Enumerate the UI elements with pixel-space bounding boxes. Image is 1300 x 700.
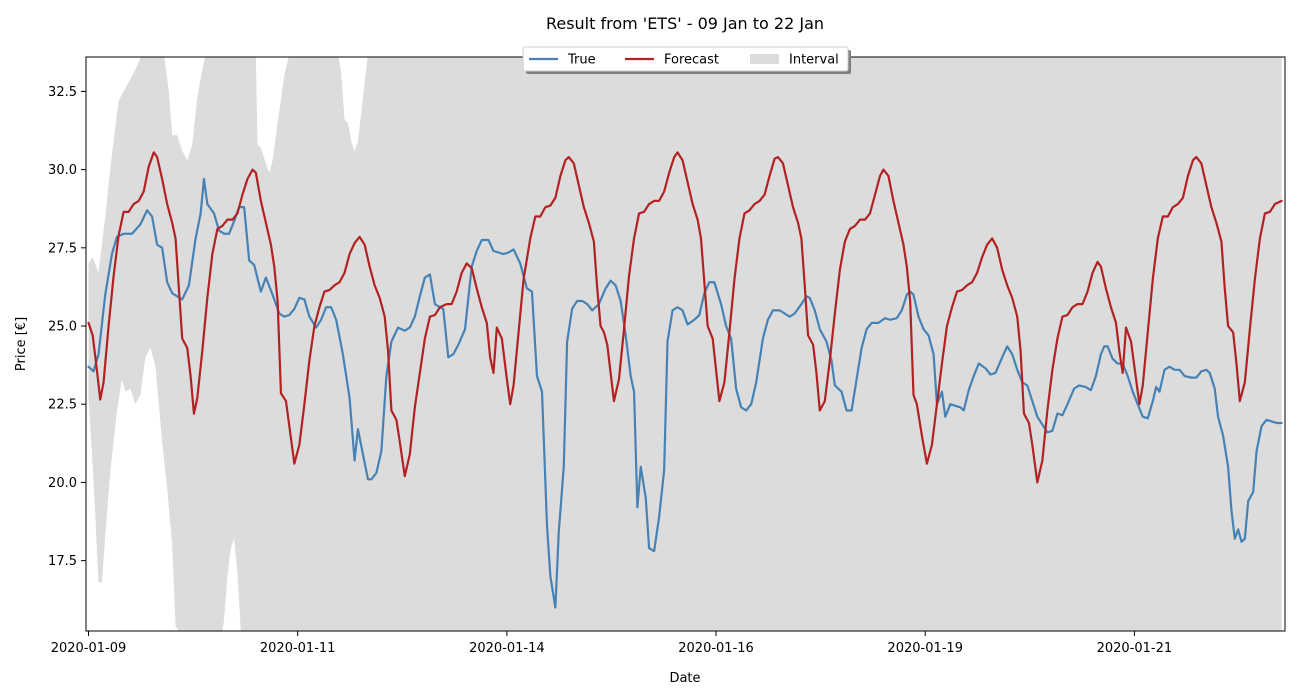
legend-label-true: True (567, 53, 596, 68)
x-tick-label: 2020-01-11 (260, 641, 336, 656)
y-tick-label: 22.5 (48, 398, 77, 413)
interval-band (88, 57, 1282, 631)
plot-area (87, 57, 1283, 631)
axes: 17.5 20.0 22.5 25.0 27.5 30.0 32.5 2020-01-09 20… (48, 56, 1286, 656)
x-tick-label: 2020-01-19 (887, 641, 963, 656)
chart-title: Result from 'ETS' - 09 Jan to 22 Jan (546, 14, 824, 33)
legend-label-forecast: Forecast (664, 53, 719, 68)
plot-clip-group (87, 57, 1283, 631)
y-tick-label: 25.0 (48, 320, 77, 335)
x-tick-label: 2020-01-21 (1097, 641, 1173, 656)
legend-swatch-interval (750, 54, 779, 64)
x-axis-label: Date (669, 671, 700, 686)
series-line-true (87, 177, 1283, 609)
y-tick-label: 30.0 (48, 163, 77, 178)
y-tick-label: 17.5 (48, 554, 77, 569)
y-axis-label: Price [€] (14, 317, 29, 371)
legend: True Forecast Interval (522, 46, 851, 74)
x-tick-label: 2020-01-14 (469, 641, 545, 656)
series-line-forecast (87, 151, 1283, 484)
legend-box (522, 46, 849, 72)
x-tick-label: 2020-01-09 (51, 641, 127, 656)
legend-label-interval: Interval (789, 53, 839, 68)
y-tick-label: 27.5 (48, 241, 77, 256)
x-tick-label: 2020-01-16 (678, 641, 754, 656)
y-tick-label: 20.0 (48, 476, 77, 491)
y-tick-label: 32.5 (48, 85, 77, 100)
